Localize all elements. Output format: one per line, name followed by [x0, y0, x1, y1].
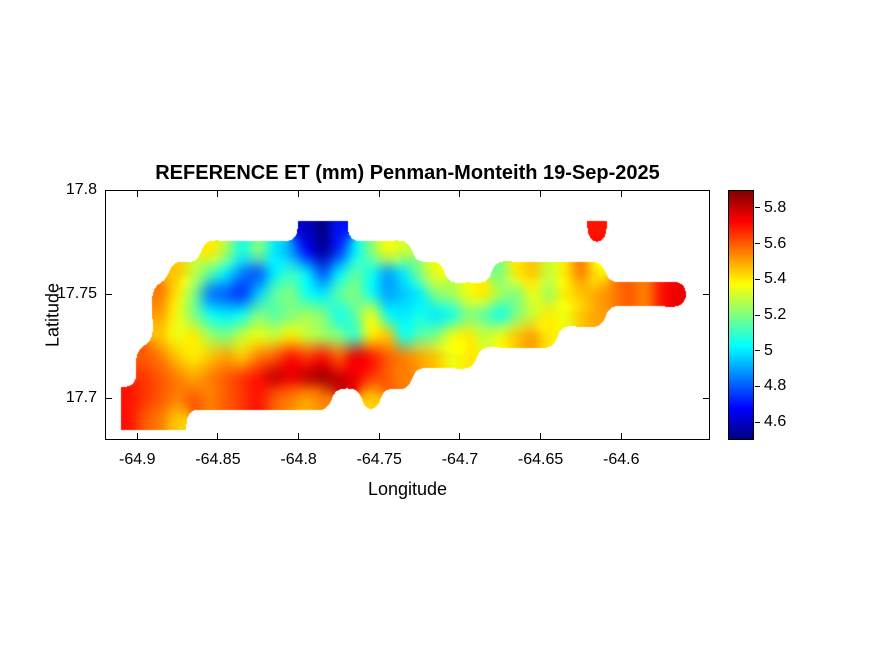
x-tick-mark: [459, 433, 461, 439]
x-tick-mark: [136, 191, 138, 197]
colorbar-tick-mark: [755, 314, 760, 316]
x-tick-mark: [298, 433, 300, 439]
x-tick-mark: [620, 433, 622, 439]
colorbar-canvas: [728, 190, 754, 440]
x-tick-mark: [540, 433, 542, 439]
x-tick-label: -64.85: [195, 451, 241, 468]
colorbar-tick-label: 5.6: [764, 234, 787, 252]
x-tick-mark: [136, 433, 138, 439]
x-tick-label: -64.75: [356, 451, 402, 468]
colorbar-tick-label: 4.6: [764, 413, 787, 431]
y-tick-mark: [106, 189, 112, 191]
y-tick-mark: [703, 189, 709, 191]
colorbar-tick-mark: [755, 207, 760, 209]
colorbar-tick-label: 5: [764, 341, 773, 359]
colorbar-tick-mark: [755, 385, 760, 387]
x-tick-label: -64.7: [441, 451, 479, 468]
x-tick-label: -64.8: [280, 451, 317, 468]
y-tick-label: 17.8: [65, 181, 97, 198]
plot-area: [105, 190, 710, 440]
colorbar-tick-label: 5.2: [764, 306, 787, 323]
colorbar-tick-mark: [755, 421, 760, 423]
y-tick-label: 17.7: [65, 389, 97, 407]
x-tick-label: -64.9: [119, 451, 156, 468]
colorbar-tick-label: 5.4: [764, 270, 787, 288]
x-tick-mark: [378, 433, 380, 439]
chart-title: REFERENCE ET (mm) Penman-Monteith 19-Sep…: [155, 162, 660, 184]
y-tick-mark: [703, 293, 709, 295]
colorbar-tick-mark: [755, 243, 760, 245]
colorbar-tick-label: 5.8: [764, 198, 787, 216]
heatmap-canvas: [105, 190, 710, 440]
x-tick-label: -64.65: [517, 451, 564, 468]
x-tick-mark: [217, 191, 219, 197]
colorbar-tick-label: 4.8: [764, 377, 787, 395]
y-tick-mark: [106, 397, 112, 399]
y-tick-mark: [703, 397, 709, 399]
y-tick-label: 17.75: [56, 285, 97, 303]
x-tick-mark: [540, 191, 542, 197]
colorbar-tick-mark: [755, 278, 760, 280]
colorbar: [728, 190, 754, 440]
x-tick-mark: [378, 191, 380, 197]
colorbar-tick-mark: [755, 350, 760, 352]
x-tick-mark: [620, 191, 622, 197]
x-tick-label: -64.6: [603, 451, 640, 468]
x-tick-mark: [459, 191, 461, 197]
x-tick-mark: [217, 433, 219, 439]
x-tick-mark: [298, 191, 300, 197]
x-axis-label: Longitude: [367, 479, 448, 499]
y-tick-mark: [106, 293, 112, 295]
